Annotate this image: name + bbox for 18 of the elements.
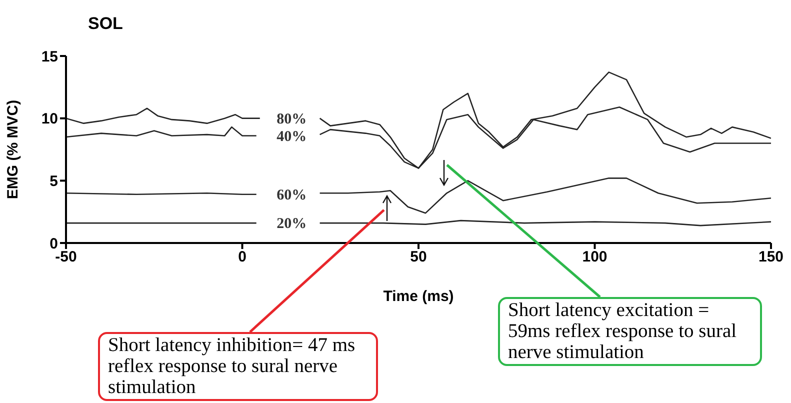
series-label: 80%: [276, 111, 307, 128]
x-tick-label: 100: [582, 248, 608, 266]
x-tick-label: 0: [238, 248, 246, 266]
x-axis-title: Time (ms): [383, 288, 454, 305]
series-label: 40%: [276, 128, 307, 145]
y-tick-label: 5: [50, 172, 58, 190]
x-tick-label: -50: [55, 248, 77, 266]
series-label: 60%: [276, 187, 307, 204]
x-tick-label: 50: [410, 248, 427, 266]
text: Short latency inhibition= 47 ms reflex response to sural nerve stimulation: [98, 332, 378, 401]
series-label: 20%: [276, 216, 307, 232]
y-tick-label: 0: [50, 235, 58, 252]
text: Short latency excitation = 59ms reflex response to sural nerve stimulation: [498, 297, 762, 366]
y-axis-title: EMG (% MVC): [4, 100, 22, 200]
y-tick-label: 15: [41, 48, 58, 66]
chart-title: SOL: [88, 14, 123, 34]
y-tick-label: 10: [41, 110, 58, 128]
x-tick-label: 150: [758, 248, 784, 266]
